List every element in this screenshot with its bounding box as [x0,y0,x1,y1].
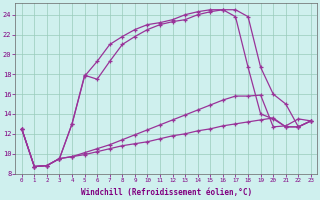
X-axis label: Windchill (Refroidissement éolien,°C): Windchill (Refroidissement éolien,°C) [81,188,252,197]
